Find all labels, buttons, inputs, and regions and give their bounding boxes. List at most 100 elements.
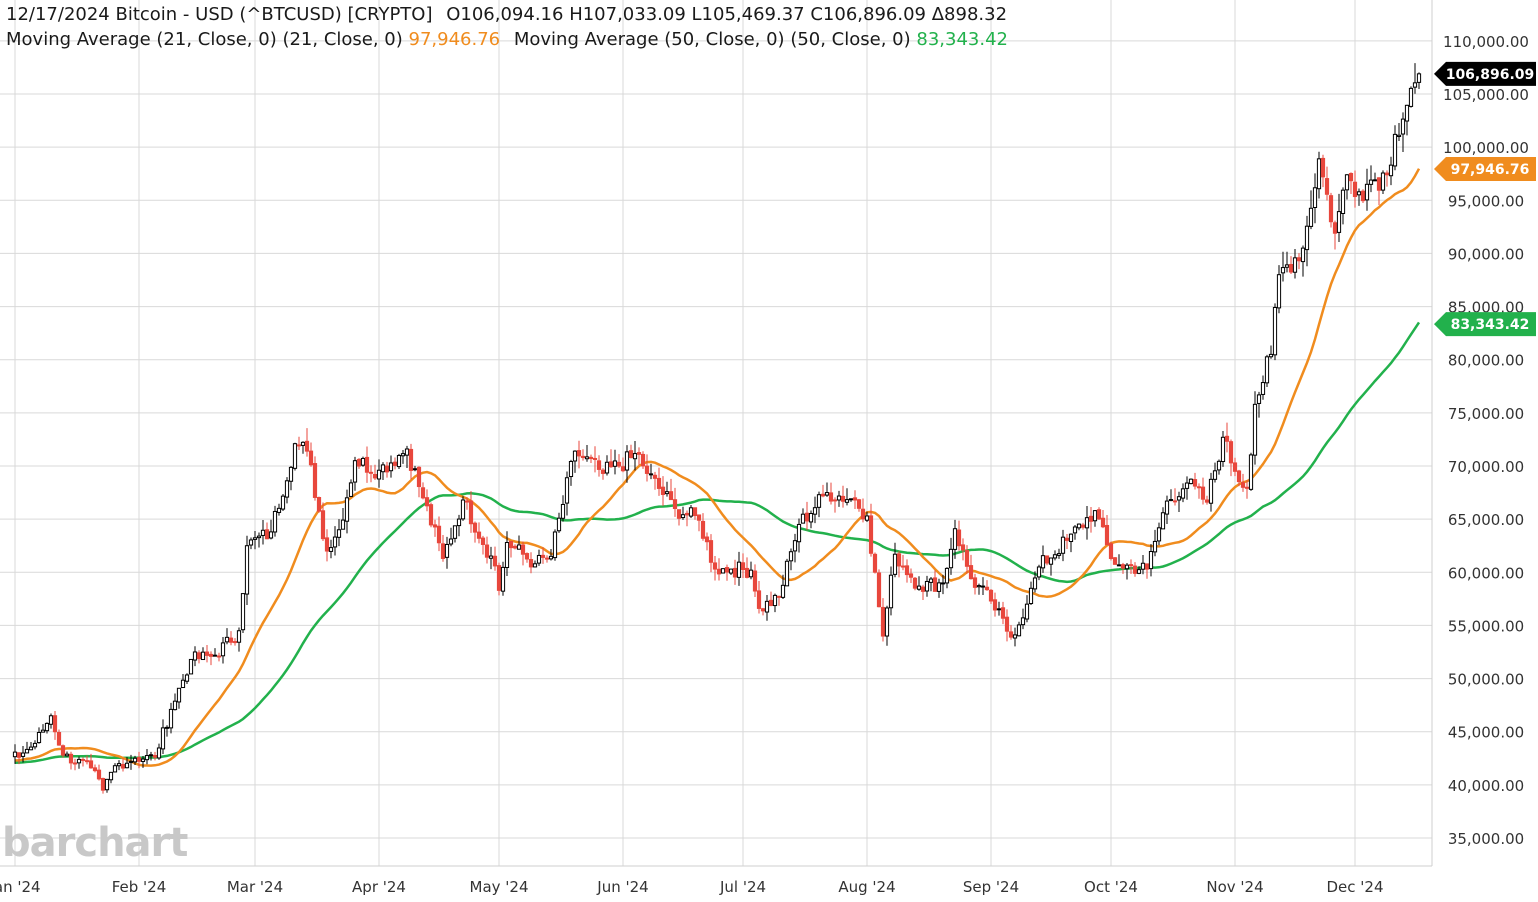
candle-body [588, 456, 594, 460]
candle-body [308, 450, 314, 466]
candle-body [376, 469, 382, 480]
barchart-watermark: barchart [2, 820, 188, 866]
candle-body [452, 525, 458, 539]
candle-body [984, 586, 990, 591]
candle-body [472, 522, 478, 533]
header-symbol[interactable]: Bitcoin - USD (^BTCUSD) [CRYPTO] [115, 4, 433, 25]
last-price-tag: 106,896.09 [1446, 67, 1535, 83]
candle-body [76, 758, 82, 764]
candle-body [68, 753, 74, 764]
candle-body [144, 755, 150, 761]
candle-body [1120, 564, 1126, 569]
candle-body [1408, 87, 1414, 107]
candle-body [272, 510, 278, 533]
ma50-line [14, 321, 1421, 764]
candle-body [1216, 460, 1222, 471]
y-tick-label: 110,000.00 [1443, 33, 1529, 51]
candle-body [1016, 624, 1022, 637]
candle-body [1284, 264, 1290, 268]
candle-body [832, 499, 838, 502]
candle-body [468, 500, 474, 525]
candle-body [456, 518, 462, 527]
candle-body [132, 757, 138, 763]
candle-body [936, 582, 942, 592]
header-close: C106,896.09 [810, 4, 926, 25]
candle-body [92, 767, 98, 772]
candle-body [1252, 403, 1258, 456]
candle-body [552, 531, 558, 559]
candle-body [676, 509, 682, 519]
candle-body [856, 499, 862, 509]
x-tick-label: May '24 [470, 878, 529, 896]
candle-body [860, 508, 866, 520]
candle-body [1052, 554, 1058, 559]
candle-body [544, 557, 550, 560]
y-tick-label: 50,000.00 [1448, 671, 1524, 689]
ma50-label[interactable]: Moving Average (50, Close, 0) [513, 29, 785, 50]
candle-body [232, 641, 238, 644]
candle-body [952, 528, 958, 550]
candle-body [176, 687, 182, 703]
candle-body [1140, 562, 1146, 570]
ma50-value: 83,343.42 [916, 29, 1008, 50]
candle-body [128, 760, 134, 763]
candle-body [12, 751, 18, 758]
candle-body [1288, 264, 1294, 273]
candle-body [612, 460, 618, 467]
candle-body [1304, 225, 1310, 251]
candle-body [460, 499, 466, 520]
x-tick-label: Mar '24 [227, 878, 283, 896]
candle-body [432, 524, 438, 528]
y-tick-label: 40,000.00 [1448, 777, 1524, 795]
candle-body [688, 507, 694, 517]
candle-body [112, 765, 118, 773]
candle-body [40, 729, 46, 733]
x-tick-label: Feb '24 [112, 878, 167, 896]
candle-body [1136, 569, 1142, 574]
candle-body [1088, 515, 1094, 522]
candle-body [1108, 543, 1114, 559]
candle-body [280, 495, 286, 510]
candle-body [812, 507, 818, 515]
candle-body [1316, 158, 1322, 190]
candle-body [152, 754, 158, 758]
candle-body [240, 593, 246, 631]
candle-body [156, 747, 162, 759]
candle-body [1024, 603, 1030, 620]
candle-body [844, 499, 850, 503]
candle-body [524, 553, 530, 560]
candle-body [796, 523, 802, 543]
candle-body [1208, 478, 1214, 504]
candle-body [1004, 616, 1010, 632]
candle-body [1260, 382, 1266, 395]
candle-body [608, 461, 614, 468]
candle-body [840, 495, 846, 502]
candle-body [1000, 607, 1006, 619]
candle-body [956, 529, 962, 547]
ma21-tag: 97,946.76 [1451, 162, 1530, 178]
candle-body [752, 570, 758, 592]
candle-body [1224, 435, 1230, 442]
y-axis: 35,000.00 40,000.00 45,000.00 50,000.00 55,0… [0, 0, 1529, 867]
candle-body [36, 731, 42, 744]
candle-body [316, 497, 322, 512]
candle-body [260, 529, 266, 536]
candle-body [64, 753, 70, 757]
candle-body [516, 544, 522, 550]
candle-body [372, 473, 378, 479]
candle-body [1144, 563, 1150, 570]
x-tick-label: Oct '24 [1084, 878, 1138, 896]
candle-body [1156, 527, 1162, 542]
ma21-label[interactable]: Moving Average (21, Close, 0) [6, 29, 277, 50]
candle-body [1236, 470, 1242, 483]
candle-body [140, 758, 146, 762]
candle-body [624, 451, 630, 471]
grid-lines [0, 0, 1432, 866]
candle-body [328, 547, 334, 552]
y-tick-label: 100,000.00 [1443, 139, 1529, 157]
candle-body [500, 566, 506, 592]
candle-body [96, 769, 102, 780]
candle-body [828, 492, 834, 502]
header-low: L105,469.37 [691, 4, 805, 25]
